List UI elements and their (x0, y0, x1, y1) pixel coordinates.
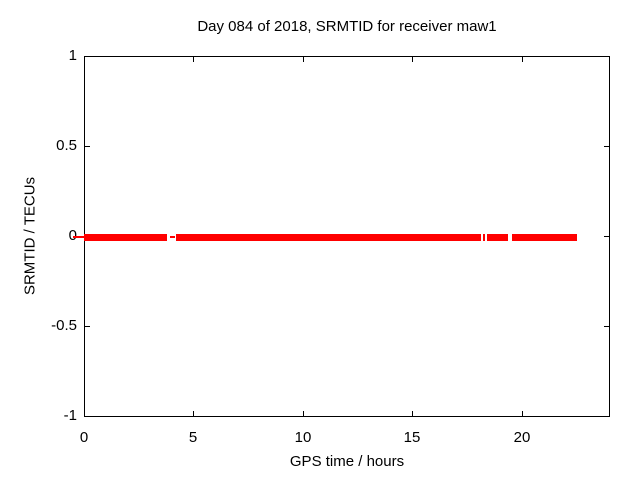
x-tick-label-10: 10 (294, 429, 312, 446)
y-tick-right-1 (604, 56, 609, 57)
series-SRMTID-thin-segment-1 (170, 236, 175, 238)
y-tick-left-0.5 (85, 146, 90, 147)
y-tick-left-1 (85, 56, 90, 57)
x-tick-top-10 (303, 57, 304, 62)
y-tick-label-0: 0 (0, 228, 77, 244)
series-SRMTID-segment-3 (486, 234, 508, 241)
y-tick-label--0.5: -0.5 (51, 317, 77, 334)
x-tick-top-0 (84, 57, 85, 62)
y-tick-right-0 (604, 236, 609, 237)
series-SRMTID-segment-4 (512, 234, 578, 241)
x-tick-label-15: 15 (403, 429, 421, 446)
x-tick-label-5: 5 (188, 429, 198, 446)
y-tick-right--0.5 (604, 326, 609, 327)
y-tick-left--0.5 (85, 326, 90, 327)
series-SRMTID-segment-2 (483, 234, 485, 241)
x-tick-label-0: 0 (79, 429, 89, 446)
series-SRMTID-segment-0 (84, 234, 168, 241)
x-tick-bottom-5 (193, 411, 194, 416)
y-tick-right-0.5 (604, 146, 609, 147)
y-tick-left--1 (85, 416, 90, 417)
gridline-y-0.5 (85, 146, 609, 147)
x-tick-label-20: 20 (513, 429, 531, 446)
x-tick-bottom-0 (84, 411, 85, 416)
x-tick-top-5 (193, 57, 194, 62)
y-tick-label-0.5: 0.5 (56, 137, 77, 154)
series-SRMTID-thin-segment-0 (73, 236, 84, 238)
x-axis-label: GPS time / hours (289, 453, 405, 470)
x-tick-top-20 (522, 57, 523, 62)
x-tick-bottom-10 (303, 411, 304, 416)
series-SRMTID-segment-1 (175, 234, 482, 241)
y-tick-right--1 (604, 416, 609, 417)
gridline-y--0.5 (85, 326, 609, 327)
chart-title: Day 084 of 2018, SRMTID for receiver maw… (197, 18, 497, 35)
y-tick-label--1: -1 (63, 407, 77, 424)
x-tick-top-15 (412, 57, 413, 62)
x-tick-bottom-20 (522, 411, 523, 416)
y-tick-label-1: 1 (68, 47, 77, 64)
x-tick-bottom-15 (412, 411, 413, 416)
